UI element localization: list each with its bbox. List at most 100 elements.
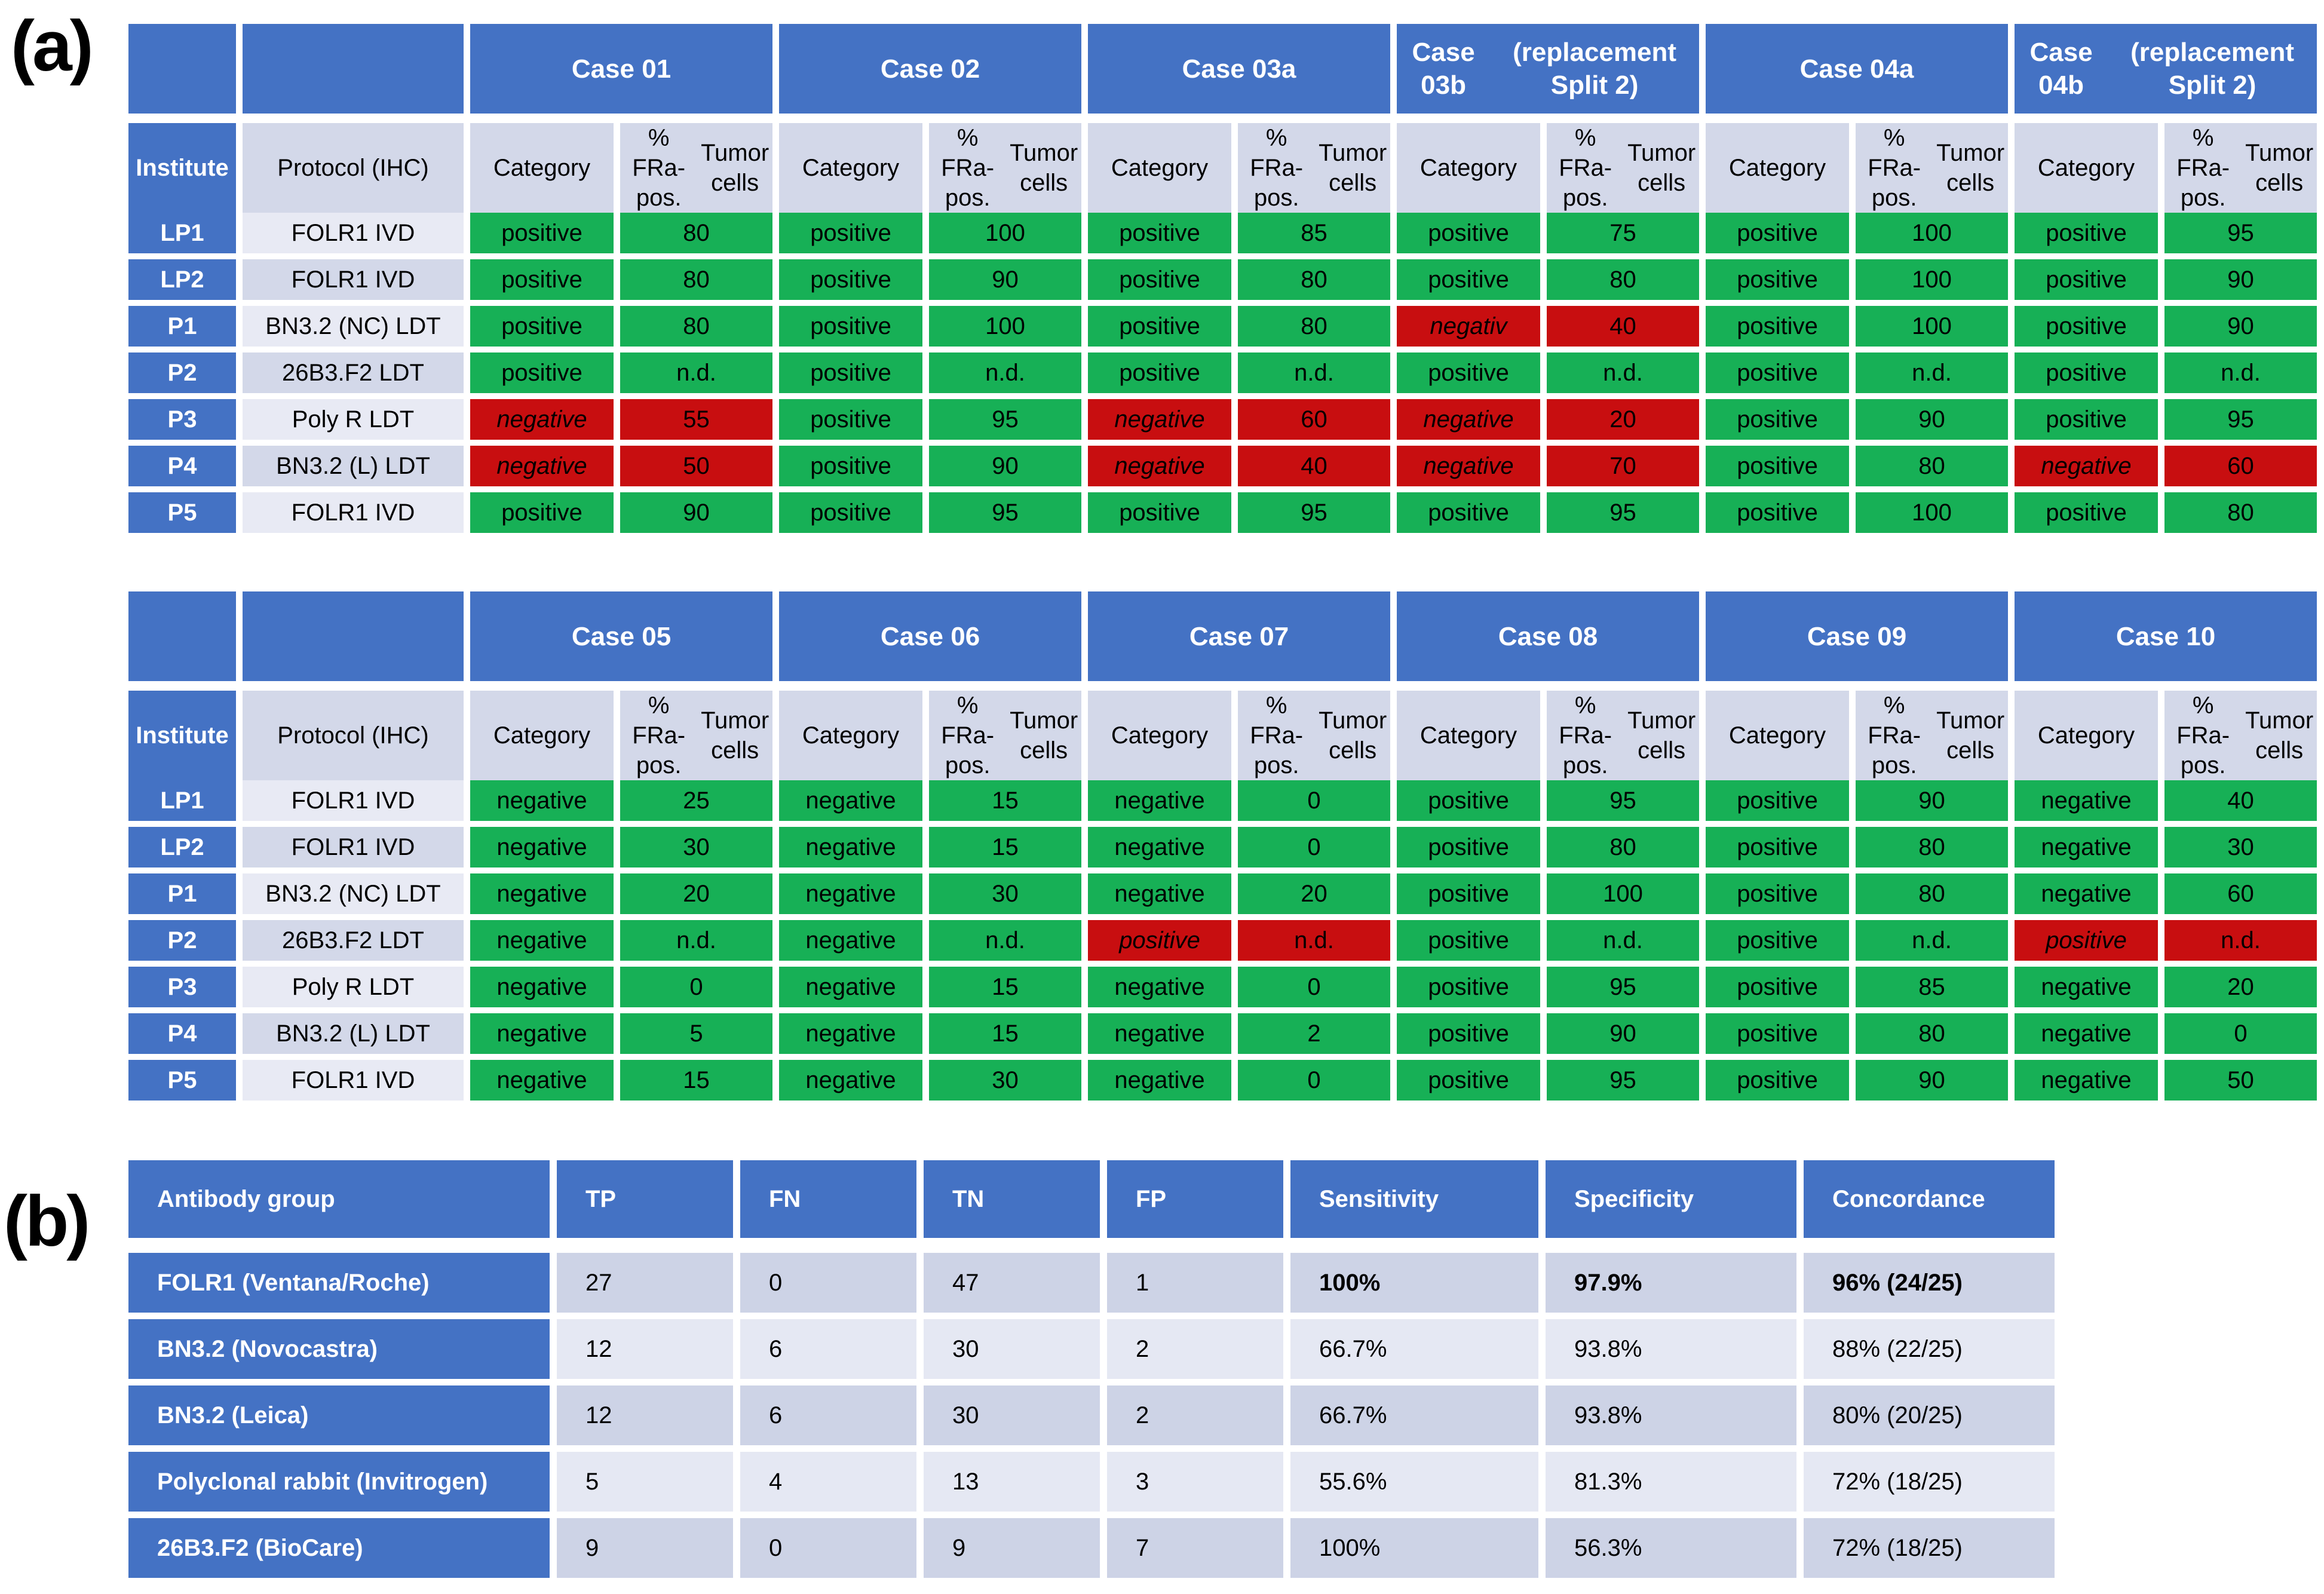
institute-column-header: Institute — [128, 123, 236, 213]
category-cell: negative — [779, 920, 922, 961]
fra-pos-column-header: % FRa-pos. Tumor cells — [929, 691, 1081, 780]
value-cell: 40 — [2164, 780, 2317, 821]
cases-table-05-10: Case 05 Case 06 Case 07 Case 08 Case 09 Case … — [128, 591, 2317, 1101]
row-label-institute: P5 — [128, 1060, 236, 1101]
category-cell: positive — [779, 352, 922, 393]
category-cell: negative — [779, 873, 922, 914]
category-cell: negative — [2015, 873, 2158, 914]
specificity-cell: 56.3% — [1546, 1518, 1796, 1578]
category-cell: positive — [1706, 446, 1849, 486]
value-cell: 60 — [2164, 446, 2317, 486]
table-row: P3 Poly R LDT negative 55 positive 95 negative… — [128, 399, 2317, 440]
tp-header: TP — [557, 1160, 733, 1238]
tn-cell: 13 — [924, 1452, 1100, 1512]
case-header: Case 05 — [470, 591, 772, 681]
fp-cell: 7 — [1107, 1518, 1283, 1578]
category-cell: positive — [1088, 306, 1231, 347]
row-label-institute: P5 — [128, 492, 236, 533]
category-cell: negative — [470, 827, 614, 867]
row-label-institute: LP2 — [128, 827, 236, 867]
sensitivity-cell: 66.7% — [1290, 1319, 1538, 1379]
fra-pos-column-header: % FRa-pos. Tumor cells — [2164, 123, 2317, 213]
category-cell: negative — [470, 920, 614, 961]
category-cell: negative — [2015, 446, 2158, 486]
category-cell: positive — [1397, 967, 1540, 1007]
row-label-institute: P3 — [128, 399, 236, 440]
case-header: Case 02 — [779, 24, 1081, 114]
category-column-header: Category — [1706, 123, 1849, 213]
category-cell: negative — [2015, 1060, 2158, 1101]
category-column-header: Category — [470, 691, 614, 780]
value-cell: 90 — [1856, 1060, 2008, 1101]
category-cell: positive — [2015, 920, 2158, 961]
concordance-header: Concordance — [1804, 1160, 2055, 1238]
category-cell: negative — [779, 780, 922, 821]
table-row: P5 FOLR1 IVD negative 15 negative 30 negative 0… — [128, 1060, 2317, 1101]
category-cell: positive — [1706, 352, 1849, 393]
panel-a-label: (a) — [11, 6, 94, 86]
value-cell: n.d. — [929, 920, 1081, 961]
fra-pos-column-header: % FRa-pos. Tumor cells — [1547, 691, 1699, 780]
value-cell: 90 — [2164, 306, 2317, 347]
category-cell: negative — [470, 780, 614, 821]
specificity-cell: 93.8% — [1546, 1385, 1796, 1445]
fp-cell: 2 — [1107, 1385, 1283, 1445]
category-cell: positive — [1706, 827, 1849, 867]
value-cell: 80 — [1547, 259, 1699, 300]
category-cell: positive — [1397, 1013, 1540, 1054]
value-cell: n.d. — [1856, 920, 2008, 961]
value-cell: 100 — [1856, 259, 2008, 300]
category-cell: negative — [2015, 967, 2158, 1007]
value-cell: 0 — [1238, 1060, 1390, 1101]
tn-header: TN — [924, 1160, 1100, 1238]
category-cell: positive — [1397, 873, 1540, 914]
antibody-summary-table: Antibody group TP FN TN FP Sensitivity Specifi… — [128, 1160, 2055, 1578]
value-cell: 95 — [1547, 492, 1699, 533]
concordance-cell: 88% (22/25) — [1804, 1319, 2055, 1379]
case-header: Case 08 — [1397, 591, 1699, 681]
protocol-column-header: Protocol (IHC) — [243, 691, 464, 780]
value-cell: 80 — [620, 306, 772, 347]
specificity-header: Specificity — [1546, 1160, 1796, 1238]
protocol-cell: FOLR1 IVD — [243, 827, 464, 867]
tp-cell: 27 — [557, 1253, 733, 1313]
category-cell: positive — [1706, 780, 1849, 821]
category-cell: negative — [2015, 827, 2158, 867]
category-cell: positive — [2015, 399, 2158, 440]
antibody-group-label: 26B3.F2 (BioCare) — [128, 1518, 550, 1578]
category-cell: negative — [2015, 780, 2158, 821]
value-cell: n.d. — [929, 352, 1081, 393]
summary-row: Polyclonal rabbit (Invitrogen) 5 4 13 3 55.6%… — [128, 1452, 2055, 1512]
category-column-header: Category — [779, 123, 922, 213]
value-cell: n.d. — [1238, 920, 1390, 961]
category-column-header: Category — [1088, 691, 1231, 780]
concordance-cell: 72% (18/25) — [1804, 1452, 2055, 1512]
table-row: P2 26B3.F2 LDT negative n.d. negative n.d. pos… — [128, 920, 2317, 961]
antibody-group-label: BN3.2 (Leica) — [128, 1385, 550, 1445]
value-cell: 90 — [929, 446, 1081, 486]
table-row: LP2 FOLR1 IVD negative 30 negative 15 negative… — [128, 827, 2317, 867]
row-label-institute: P3 — [128, 967, 236, 1007]
fn-cell: 0 — [740, 1518, 916, 1578]
summary-row: 26B3.F2 (BioCare) 9 0 9 7 100% 56.3% 72% (18/25… — [128, 1518, 2055, 1578]
category-cell: negative — [1088, 827, 1231, 867]
value-cell: 0 — [1238, 780, 1390, 821]
summary-header-row: Antibody group TP FN TN FP Sensitivity Specifi… — [128, 1160, 2055, 1238]
category-cell: negative — [1397, 399, 1540, 440]
value-cell: 30 — [2164, 827, 2317, 867]
value-cell: 80 — [620, 213, 772, 253]
protocol-cell: BN3.2 (NC) LDT — [243, 306, 464, 347]
sensitivity-cell: 55.6% — [1290, 1452, 1538, 1512]
value-cell: 90 — [1856, 780, 2008, 821]
corner-cell-institute — [128, 591, 236, 681]
category-cell: positive — [779, 306, 922, 347]
specificity-cell: 97.9% — [1546, 1253, 1796, 1313]
fra-pos-column-header: % FRa-pos. Tumor cells — [1547, 123, 1699, 213]
table-row: P4 BN3.2 (L) LDT negative 5 negative 15 negati… — [128, 1013, 2317, 1054]
concordance-cell: 80% (20/25) — [1804, 1385, 2055, 1445]
category-cell: negative — [2015, 1013, 2158, 1054]
value-cell: 100 — [1856, 306, 2008, 347]
category-cell: positive — [1397, 827, 1540, 867]
table-row: P5 FOLR1 IVD positive 90 positive 95 positive 9… — [128, 492, 2317, 533]
sensitivity-cell: 100% — [1290, 1253, 1538, 1313]
